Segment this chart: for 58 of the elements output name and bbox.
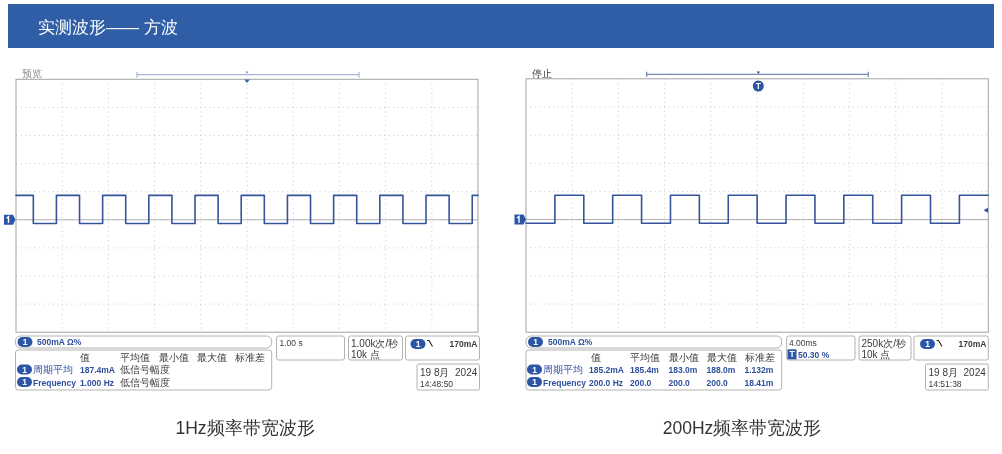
text: 1: [22, 337, 28, 348]
text: 19 8月 2024: [420, 366, 478, 378]
text: 1: [533, 337, 539, 348]
text: 最小值: [668, 351, 699, 363]
text: 1.00k次/秒: [351, 337, 399, 349]
text: 4.00ms: [789, 338, 817, 348]
text: 188.0m: [706, 365, 736, 375]
text: 1.00 s: [279, 338, 303, 348]
text: 1: [415, 339, 421, 350]
text: 200Hz频率带宽波形: [662, 418, 822, 438]
text: Frequency: [543, 377, 587, 388]
text: 周期平均: [543, 364, 583, 375]
text: 200.0 Hz: [589, 377, 624, 388]
text: 250k次/秒: [861, 337, 906, 349]
text: 500mA Ω%: [548, 337, 593, 348]
text: 10k 点: [861, 348, 891, 360]
text: 标准差: [234, 351, 265, 363]
text: 最大值: [706, 351, 737, 363]
text: 平均值: [120, 351, 150, 363]
text: 200.0: [706, 377, 729, 388]
text: 1Hz频率带宽波形: [175, 418, 315, 438]
text: 预览: [22, 68, 42, 79]
text: T: [755, 81, 762, 92]
text: Frequency: [33, 377, 77, 388]
text: 50.30 %: [798, 349, 830, 360]
text: 低信号幅度: [119, 376, 170, 388]
text: 值: [80, 351, 90, 363]
text: 周期平均: [33, 364, 73, 375]
text: 170mA: [958, 339, 987, 349]
text: 19 8月 2024: [928, 366, 987, 378]
text: 187.4mA: [80, 365, 115, 375]
text: 1: [22, 377, 28, 388]
text: 1: [925, 339, 931, 350]
text: 实测波形—— 方波: [38, 18, 178, 36]
text: 185.4m: [630, 365, 660, 375]
text: 10k 点: [351, 348, 380, 360]
text: 18.41m: [744, 377, 774, 388]
text: 200.0: [630, 377, 652, 388]
text: 1.000 Hz: [80, 377, 115, 388]
text: 值: [591, 351, 601, 363]
text: 平均值: [630, 351, 660, 363]
text: 14:51:38: [928, 378, 962, 389]
text: 170mA: [449, 339, 478, 349]
text: 14:48:50: [420, 378, 454, 389]
text: 183.0m: [668, 365, 698, 375]
text: 200.0: [668, 377, 691, 388]
text: T: [789, 349, 796, 360]
text: 标准差: [743, 351, 775, 363]
text: 最大值: [196, 351, 227, 363]
text: 1.132m: [744, 365, 774, 375]
text: 1: [532, 377, 538, 388]
text: 1: [22, 364, 28, 375]
text: 500mA Ω%: [37, 337, 82, 348]
text: 停止: [532, 68, 552, 79]
text: 低信号幅度: [119, 364, 170, 375]
text: 185.2mA: [589, 365, 624, 375]
text: 1: [532, 364, 538, 375]
text: 最小值: [158, 351, 189, 363]
